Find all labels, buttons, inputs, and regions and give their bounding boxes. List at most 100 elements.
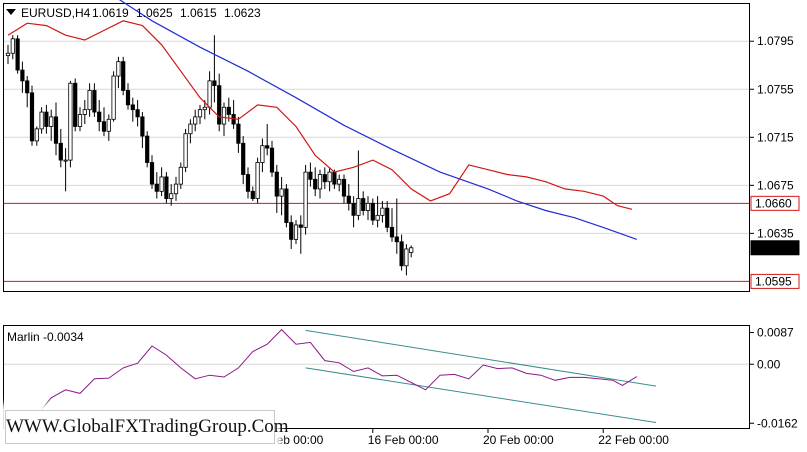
candle-body [197, 109, 203, 118]
candle-body [63, 159, 68, 162]
candle-body [217, 85, 222, 125]
candle-body [106, 118, 111, 132]
candle-body [135, 109, 140, 118]
x-tick-label: 16 Feb 00:00 [368, 433, 439, 447]
candle-body [346, 195, 351, 204]
channel-line [305, 367, 657, 424]
candle-body [337, 178, 342, 185]
candle-body [53, 116, 59, 144]
candle-body [356, 198, 361, 216]
y-tick-label: 1.0675 [757, 178, 794, 192]
price-tag-box [750, 195, 800, 211]
candle-body [15, 38, 20, 71]
candle-body [399, 241, 404, 267]
candle-body [130, 104, 135, 111]
candle-body [44, 111, 49, 127]
candle-body [375, 214, 380, 221]
indicator-series [4, 328, 749, 424]
candle-body [380, 207, 385, 216]
candle-body [394, 236, 399, 243]
candle-body [260, 145, 265, 163]
candle-body [207, 80, 212, 108]
candle-body [385, 207, 390, 228]
candle-body [298, 224, 303, 228]
candle-body [404, 248, 409, 267]
candle-body [39, 111, 44, 130]
candle-body [293, 224, 299, 240]
candle-body [188, 123, 193, 135]
dropdown-triangle-icon[interactable] [6, 9, 16, 15]
candle-body [92, 90, 97, 113]
candle-body [154, 183, 159, 192]
candle-body [265, 145, 270, 149]
candle-body [341, 178, 347, 197]
candle-body [121, 61, 126, 91]
watermark: WWW.GlobalFXTradingGroup.Com [5, 410, 289, 444]
marlin-line [7, 328, 638, 420]
candle-body [202, 106, 207, 111]
indicator-label: Marlin -0.0034 [7, 330, 84, 344]
horizontal-levels [4, 202, 749, 282]
candle-body [183, 133, 188, 168]
candle-body [269, 147, 275, 173]
candle-body [327, 171, 332, 183]
candle-body [351, 202, 356, 216]
indicator-tick-label: -0.0162 [757, 416, 798, 430]
candle-body [169, 193, 174, 199]
candle-body [226, 106, 231, 115]
candle-body [87, 90, 92, 111]
candle-body [236, 123, 241, 144]
candle-body [73, 82, 78, 127]
candle-body [303, 171, 308, 228]
candle-body [34, 128, 39, 142]
ohlc-open: 1.0619 [92, 6, 129, 20]
candle-body [409, 247, 414, 253]
blue-moving-average [118, 0, 638, 240]
price-axis: 1.0795 1.0755 1.0715 1.0675 1.0635 1.0660 1.06… [749, 34, 800, 430]
candle-body [322, 174, 327, 183]
ohlc-close: 1.0623 [224, 6, 261, 20]
candle-body [193, 116, 198, 125]
ohlc-high: 1.0625 [136, 6, 173, 20]
candle-body [370, 202, 375, 221]
x-tick-label: 22 Feb 00:00 [598, 433, 669, 447]
candle-body [101, 121, 107, 132]
candle-body [289, 222, 294, 240]
candle-body [145, 135, 150, 163]
candle-body [365, 202, 371, 211]
candle-body [5, 52, 11, 57]
price-tag-label: 1.0660 [755, 196, 792, 210]
indicator-tick-label: 0.0087 [757, 326, 794, 340]
moving-averages [7, 0, 638, 240]
candle-body [68, 82, 73, 161]
candle-body [274, 171, 279, 197]
ohlc-low: 1.0615 [180, 6, 217, 20]
y-tick-label: 1.0795 [757, 34, 794, 48]
candle-body [149, 162, 155, 185]
candle-body [82, 109, 87, 115]
candle-body [308, 171, 313, 180]
candle-body [284, 188, 289, 223]
price-tag-box [750, 240, 800, 256]
candle-body [317, 174, 323, 190]
candle-body [245, 174, 251, 192]
candle-body [389, 226, 395, 238]
candle-body [361, 198, 366, 211]
price-tag-box [750, 273, 800, 289]
candle-body [250, 190, 255, 199]
candle-body [178, 166, 183, 185]
indicator-pane-frame [3, 325, 750, 429]
candle-body [29, 92, 35, 142]
channel-line [305, 329, 657, 387]
candle-body [332, 171, 337, 185]
candle-body [111, 75, 116, 120]
candle-body [212, 80, 217, 87]
price-tag-label: 1.0623 [755, 241, 792, 255]
y-tick-label: 1.0755 [757, 82, 794, 96]
candle-body [20, 69, 25, 82]
candle-body [49, 116, 54, 127]
candle-body [125, 90, 131, 106]
candle-body [241, 142, 246, 175]
candle-body [221, 106, 227, 125]
